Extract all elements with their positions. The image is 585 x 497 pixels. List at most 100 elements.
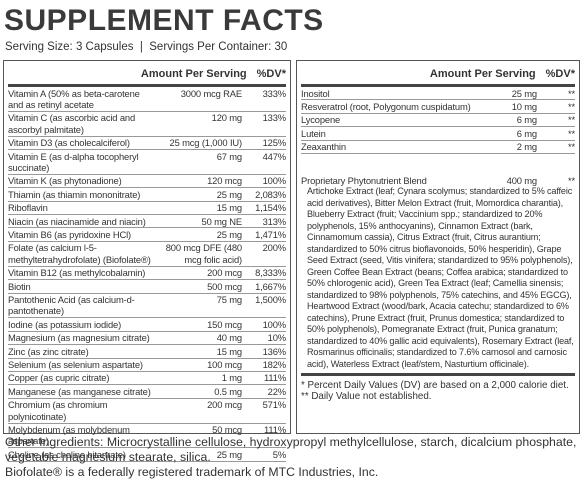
nutrient-row: Lutein 6 mg ** (301, 127, 575, 141)
amount: 150 mcg (207, 318, 242, 330)
daily-value: 313% (262, 215, 287, 227)
amount: 6 mg (516, 127, 537, 139)
amount: 120 mg (211, 112, 243, 124)
daily-value: 100% (262, 175, 287, 187)
amount: 25 mg (216, 448, 242, 460)
nutrient-name: Vitamin D3 (as cholecalciferol) (8, 137, 130, 149)
nutrient-name: Niacin (as niacinamide and niacin) (8, 215, 146, 227)
nutrient-name: Vitamin C (as ascorbic acid and ascorbyl… (8, 112, 136, 135)
daily-value: 1,667% (255, 280, 286, 292)
nutrient-row: Manganese (as manganese citrate) 0.5 mg 22… (8, 385, 286, 399)
daily-value: 111% (264, 424, 286, 436)
amount: 25 mg (216, 188, 242, 200)
amount: 800 mcg DFE (480 mcg folic acid) (165, 242, 242, 265)
nutrient-name: Selenium (as selenium aspartate) (8, 359, 143, 371)
nutrient-row: Vitamin C (as ascorbic acid and ascorbyl… (8, 112, 286, 137)
ingredients-text: Other Ingredients: Microcrystalline cell… (5, 435, 577, 464)
nutrient-row: Vitamin D3 (as cholecalciferol) 25 mcg (1… (8, 137, 286, 151)
nutrient-row: Niacin (as niacinamide and niacin) 50 mg … (8, 215, 287, 229)
nutrient-name: Proprietary Phytonutrient Blend (301, 174, 427, 186)
daily-value: 10% (267, 332, 286, 344)
amount-header: Amount Per Serving (140, 68, 247, 80)
nutrient-name: Pantothenic Acid (as calcium-d-pantothen… (8, 294, 135, 317)
amount: 50 mg NE (201, 215, 243, 227)
nutrient-row: Biotin 500 mcg 1,667% (8, 280, 286, 294)
amount: 50 mcg (212, 424, 242, 436)
nutrient-row: Choline (as choline bitartrate) 25 mg 5% (8, 448, 286, 462)
nutrient-name: Vitamin B12 (as methylcobalamin) (8, 267, 146, 279)
nutrient-name: Zinc (as zinc citrate) (8, 345, 89, 357)
amount: 120 mcg (207, 175, 242, 187)
nutrient-row: Vitamin E (as d-alpha tocopheryl succina… (8, 150, 286, 175)
daily-value: 1,471% (255, 228, 286, 240)
dv-header: %DV* (545, 68, 575, 80)
amount: 25 mg (216, 228, 242, 240)
nutrient-name: Lycopene (301, 114, 341, 126)
daily-value: 571% (262, 399, 287, 411)
nutrient-name: Chromium (as chromium polynicotinate) (8, 399, 108, 422)
amount: 200 mcg (207, 399, 242, 411)
amount: 400 mg (506, 174, 538, 186)
amount: 0.5 mg (214, 385, 242, 397)
nutrient-row: Molybdenum (as molybdenum aspartate) 50 m… (8, 424, 286, 449)
nutrient-name: Riboflavin (8, 202, 48, 214)
nutrient-name: Manganese (as manganese citrate) (8, 385, 151, 397)
nutrient-name: Biotin (8, 280, 31, 292)
daily-value: 5% (272, 448, 286, 460)
daily-value: 2,083% (255, 188, 286, 200)
nutrient-row: Zinc (as zinc citrate) 15 mg 136% (8, 345, 287, 359)
daily-value: 200% (262, 242, 287, 254)
nutrient-row: Selenium (as selenium aspartate) 100 mcg 1… (8, 359, 286, 372)
nutrient-row: Vitamin B6 (as pyridoxine HCl) 25 mg 1,471… (8, 228, 286, 242)
daily-value: 1,154% (255, 202, 286, 214)
nutrient-name: Resveratrol (root, Polygonum cuspidatum) (301, 100, 471, 112)
nutrient-row: Zeaxanthin 2 mg ** (301, 141, 575, 155)
nutrient-row: Chromium (as chromium polynicotinate) 200… (8, 399, 286, 424)
right-panel: Amount Per Serving %DV* Inositol 25 mg ** R… (296, 60, 580, 434)
rows: Vitamin A (50% as beta-carotene and as r… (8, 87, 286, 462)
daily-value: 1,500% (255, 294, 286, 305)
daily-value: 111% (264, 372, 286, 384)
nutrient-row: Magnesium (as magnesium citrate) 40 mg 10% (8, 332, 286, 346)
nutrient-name: Lutein (301, 127, 326, 139)
nutrient-row: Iodine (as potassium iodide) 150 mcg 100% (8, 318, 287, 332)
footnotes: * Percent Daily Values (DV) are based on… (301, 376, 575, 402)
amount: 67 mg (216, 150, 242, 162)
nutrient-row: Proprietary Phytonutrient Blend 400 mg ** (301, 174, 575, 186)
nutrient-name: Thiamin (as thiamin mononitrate) (8, 188, 141, 200)
nutrient-row: Vitamin K (as phytonadione) 120 mcg 100% (8, 175, 287, 189)
nutrient-name: Magnesium (as magnesium citrate) (8, 332, 150, 344)
nutrient-row: Lycopene 6 mg ** (301, 114, 575, 128)
nutrient-name: Inositol (301, 87, 330, 99)
nutrient-name: Zeaxanthin (301, 141, 346, 153)
rows: Inositol 25 mg ** Resveratrol (root, Polygo… (301, 87, 575, 186)
nutrient-name: Vitamin B6 (as pyridoxine HCl) (8, 228, 131, 240)
footnote: ** Daily Value not established. (301, 391, 432, 403)
amount: 25 mg (511, 87, 537, 99)
amount: 40 mg (216, 332, 242, 344)
amount: 15 mg (216, 345, 242, 357)
amount: 500 mcg (207, 280, 242, 292)
nutrient-name: Molybdenum (as molybdenum aspartate) (8, 424, 130, 447)
nutrient-row: Vitamin A (50% as beta-carotene and as r… (8, 87, 286, 112)
amount-header: Amount Per Serving (429, 68, 536, 80)
amount: 75 mg (216, 294, 242, 305)
amount: 15 mg (216, 202, 242, 214)
daily-value: 182% (262, 359, 287, 371)
amount: 200 mcg (207, 267, 242, 279)
nutrient-row: Pantothenic Acid (as calcium-d-pantothen… (8, 294, 286, 319)
nutrient-row: Thiamin (as thiamin mononitrate) 25 mg 2,0… (8, 188, 286, 202)
amount: 2 mg (516, 141, 537, 153)
daily-value: 22% (267, 385, 286, 397)
header: Amount Per Serving %DV* (8, 61, 286, 87)
nutrient-name: Copper (as cupric citrate) (8, 372, 110, 384)
nutrient-name: Vitamin K (as phytonadione) (8, 175, 122, 187)
daily-value: ** (568, 141, 575, 153)
other-ingredients: Other Ingredients: Microcrystalline cell… (5, 435, 580, 480)
daily-value: 333% (262, 87, 287, 99)
nutrient-name: Vitamin A (50% as beta-carotene and as r… (8, 87, 140, 110)
daily-value: 136% (262, 345, 287, 357)
daily-value: 100% (262, 318, 287, 330)
daily-value: 8,333% (255, 267, 286, 279)
nutrient-row: Vitamin B12 (as methylcobalamin) 200 mcg 8… (8, 267, 286, 281)
